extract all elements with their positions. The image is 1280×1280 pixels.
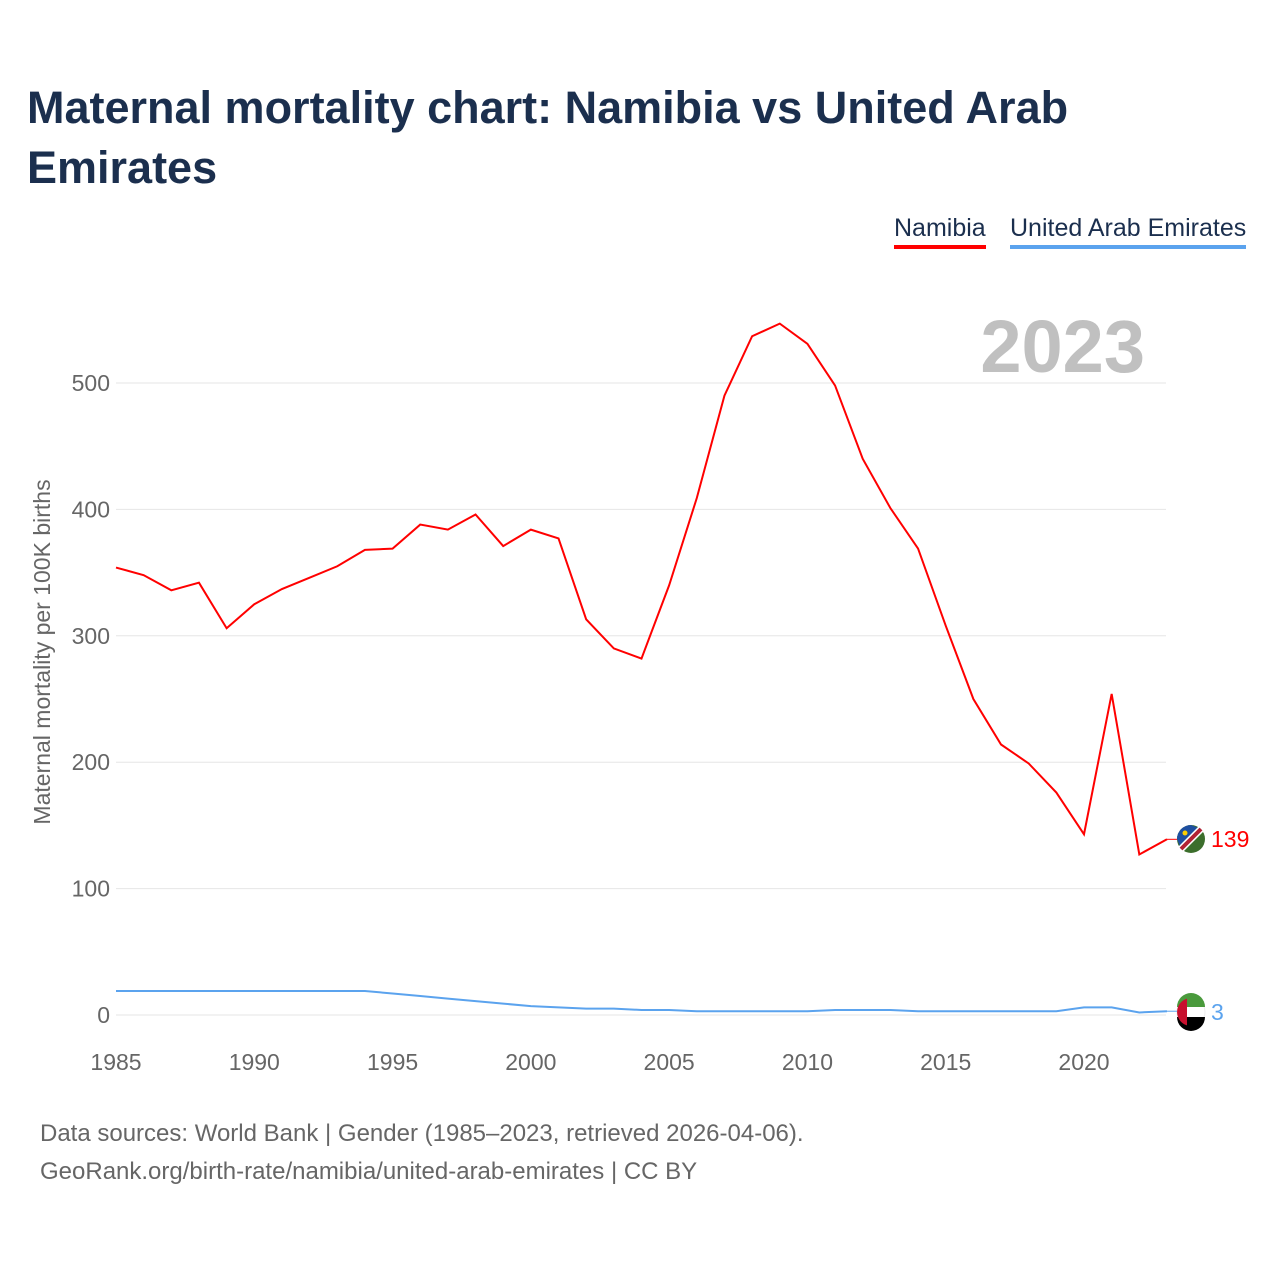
series-line-namibia [115,322,1168,857]
uae-flag-icon [1176,993,1206,1031]
y-tick-label: 200 [72,749,110,775]
y-axis-label: Maternal mortality per 100K births [29,479,55,824]
year-watermark: 2023 [980,305,1145,388]
namibia-flag-icon [1177,825,1205,853]
y-tick-label: 0 [97,1002,110,1028]
footer-sources: Data sources: World Bank | Gender (1985–… [40,1120,804,1147]
x-tick-label: 2000 [505,1049,556,1075]
y-tick-label: 100 [72,876,110,902]
x-tick-label: 2020 [1058,1049,1109,1075]
y-tick-label: 300 [72,623,110,649]
y-tick-label: 500 [72,370,110,396]
x-tick-label: 1985 [90,1049,141,1075]
x-tick-label: 1990 [229,1049,280,1075]
series-line-uae [116,989,1168,1014]
end-value-label: 3 [1211,999,1224,1025]
x-tick-label: 2015 [920,1049,971,1075]
y-tick-label: 400 [72,496,110,522]
x-tick-label: 1995 [367,1049,418,1075]
x-tick-label: 2005 [644,1049,695,1075]
legend-uae[interactable]: United Arab Emirates [1010,214,1247,249]
legend-namibia[interactable]: Namibia [894,214,986,249]
end-value-label: 139 [1211,826,1249,852]
x-tick-label: 2010 [782,1049,833,1075]
chart-title: Maternal mortality chart: Namibia vs Uni… [27,82,1069,193]
footer-link[interactable]: GeoRank.org/birth-rate/namibia/united-ar… [40,1158,698,1185]
